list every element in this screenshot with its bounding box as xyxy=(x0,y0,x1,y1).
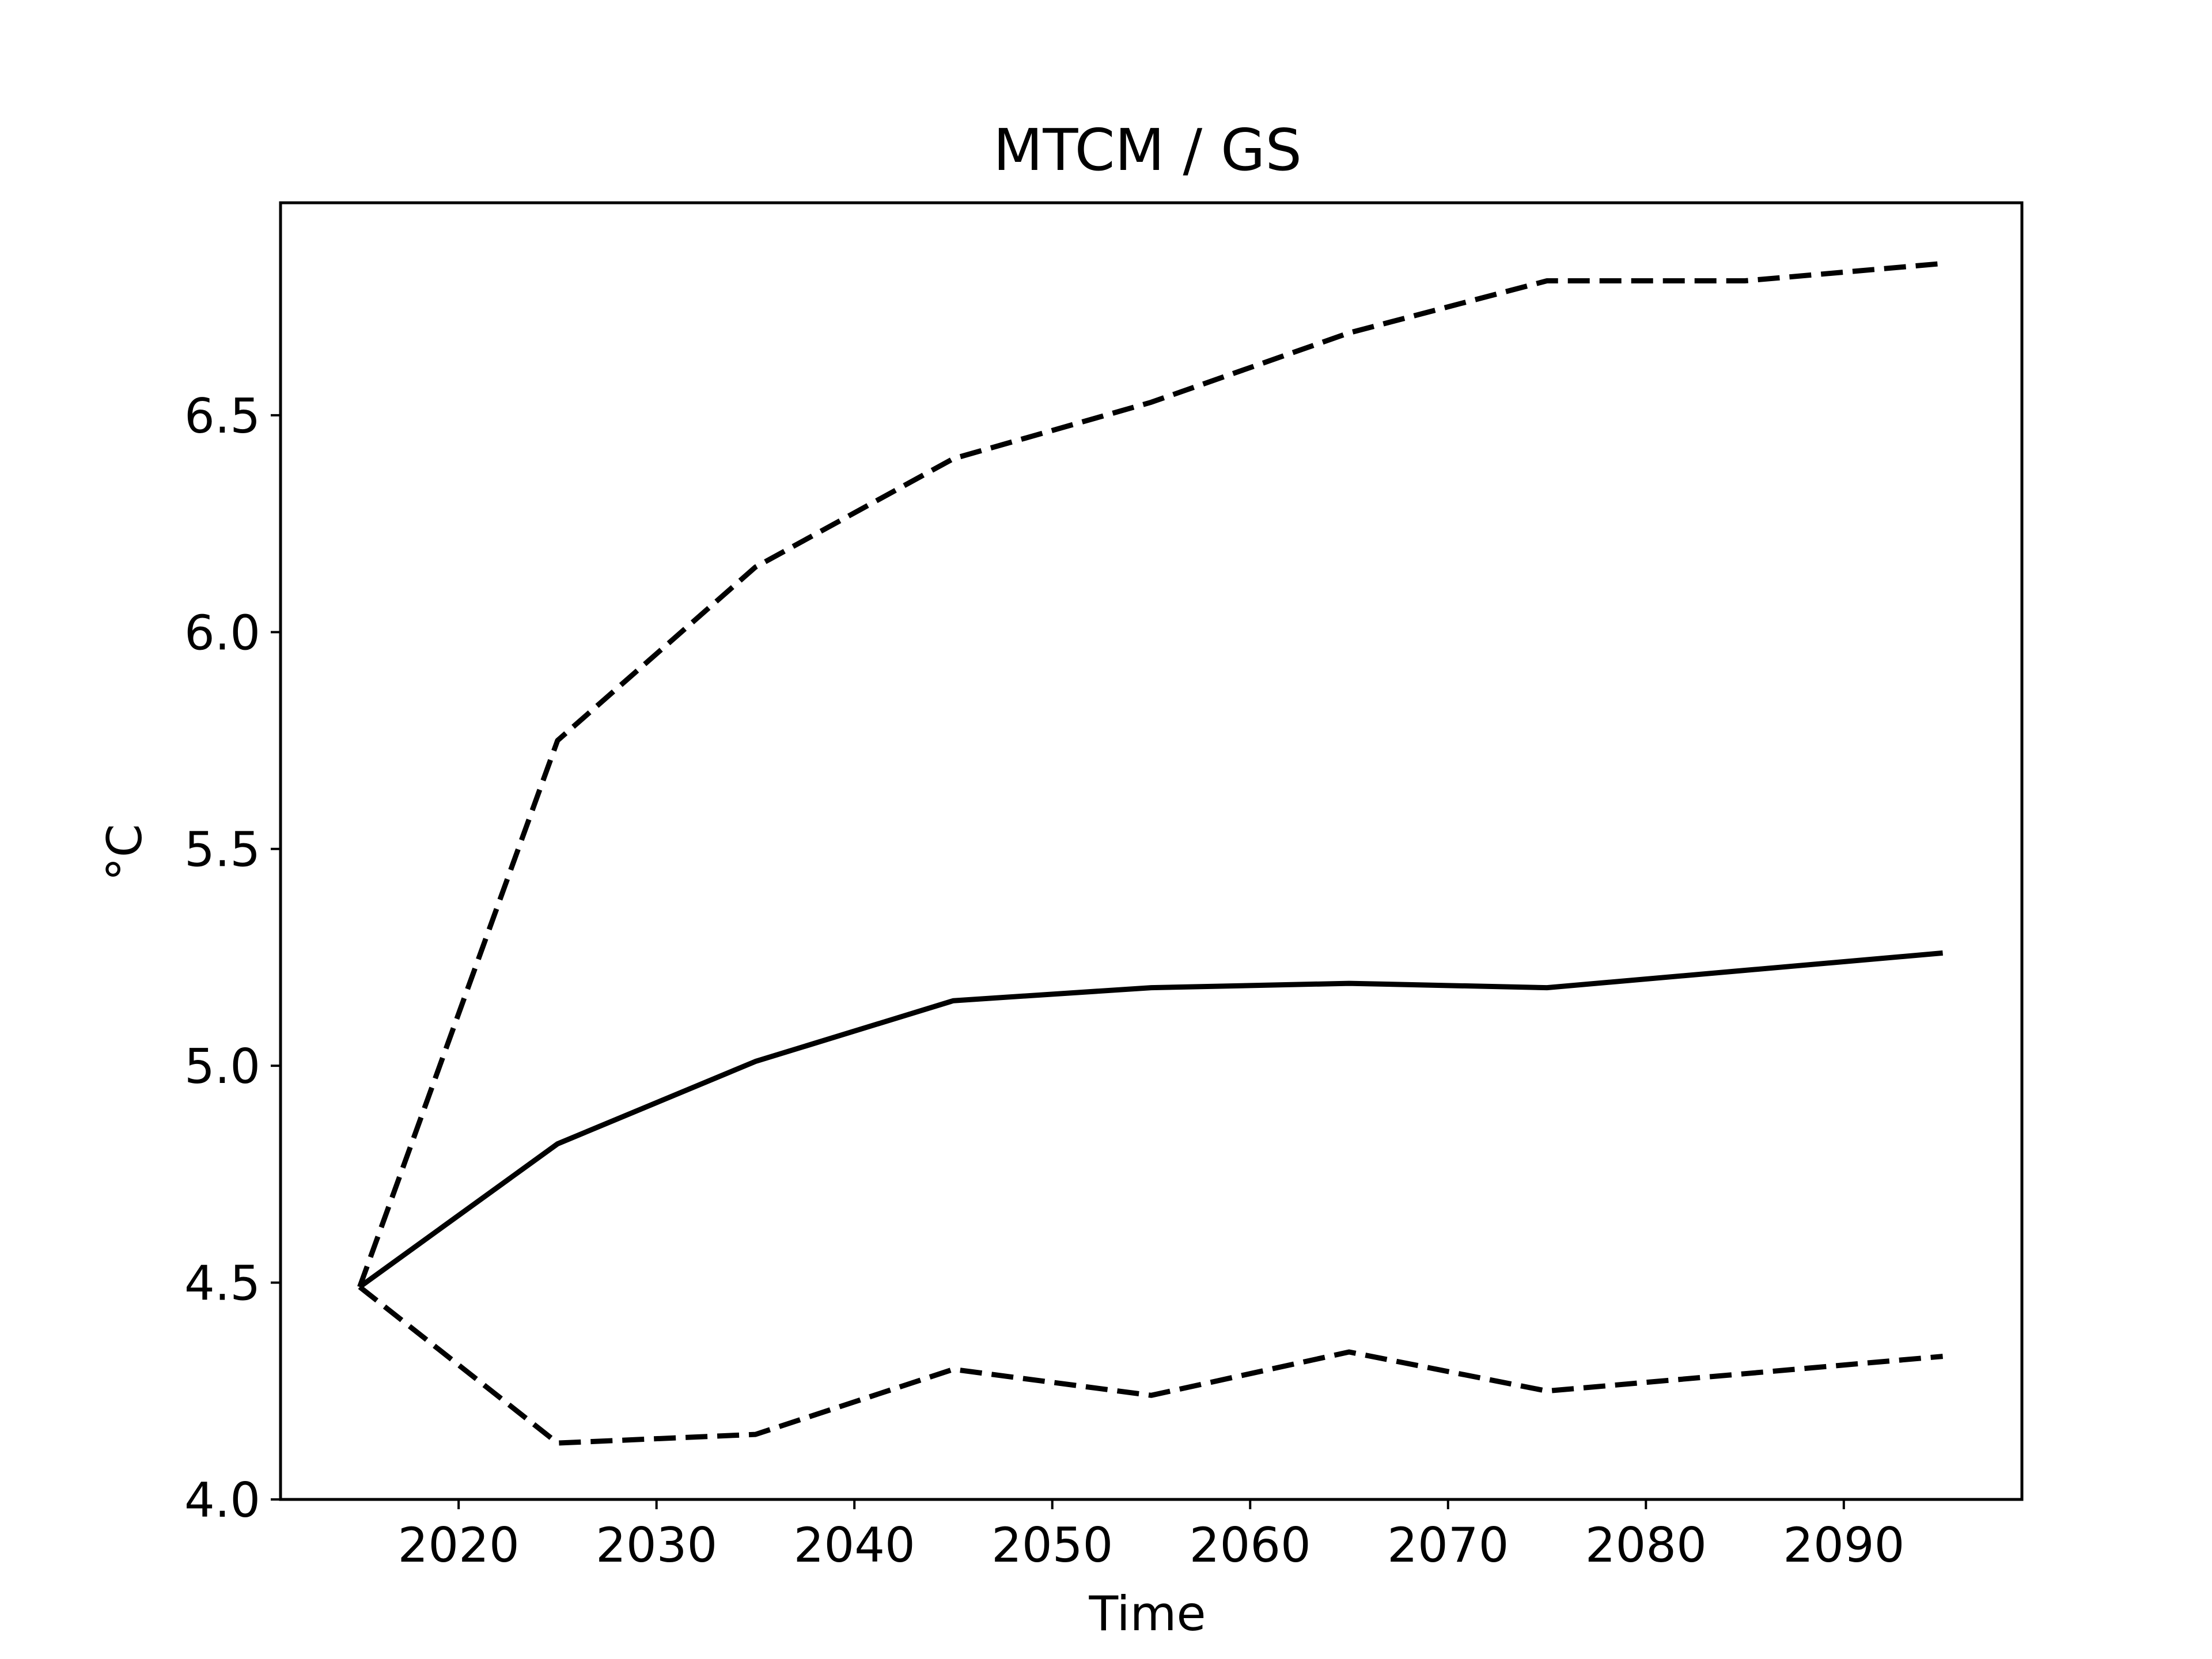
y-axis-ticks: 4.0 4.5 5.0 5.5 6.0 6.5 xyxy=(184,388,281,1528)
y-tick-label: 6.5 xyxy=(184,388,260,444)
x-tick-label: 2050 xyxy=(991,1517,1113,1573)
series-line-2 xyxy=(357,260,1943,1288)
series-line-3 xyxy=(358,1285,1943,1446)
chart-title: MTCM / GS xyxy=(993,116,1302,184)
x-tick-label: 2040 xyxy=(794,1517,915,1573)
y-tick-label: 6.0 xyxy=(184,605,260,661)
x-tick-label: 2080 xyxy=(1585,1517,1707,1573)
y-tick-label: 5.0 xyxy=(184,1039,260,1094)
x-axis-label: Time xyxy=(1088,1586,1206,1642)
y-tick-label: 4.0 xyxy=(184,1472,260,1528)
x-tick-label: 2090 xyxy=(1783,1517,1904,1573)
y-tick-label: 5.5 xyxy=(184,822,260,878)
series-line-1 xyxy=(358,950,1943,1289)
plot-area-frame xyxy=(279,201,2024,1501)
x-tick-label: 2060 xyxy=(1190,1517,1311,1573)
series-layer xyxy=(357,260,1943,1446)
x-tick-label: 2020 xyxy=(398,1517,520,1573)
y-tick-label: 4.5 xyxy=(184,1256,260,1312)
x-tick-label: 2030 xyxy=(596,1517,717,1573)
y-axis-label: °C xyxy=(97,824,153,881)
x-axis-ticks: 2020 2030 2040 2050 2060 2070 2080 2090 xyxy=(398,1499,1904,1573)
x-tick-label: 2070 xyxy=(1387,1517,1509,1573)
